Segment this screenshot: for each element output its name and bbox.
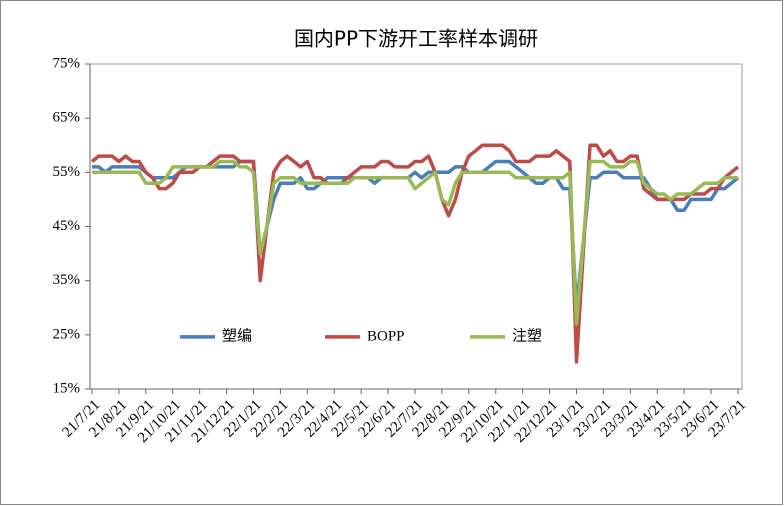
chart-title: 国内PP下游开工率样本调研 — [294, 27, 538, 51]
y-tick-label: 75% — [53, 55, 81, 71]
legend-label: 塑编 — [222, 327, 252, 344]
y-tick-label: 15% — [53, 380, 81, 396]
legend-label: BOPP — [367, 328, 405, 344]
y-tick-label: 35% — [53, 272, 81, 288]
y-tick-label: 25% — [53, 326, 81, 342]
series-line — [92, 159, 738, 326]
y-tick-label: 55% — [53, 164, 81, 180]
legend-label: 注塑 — [512, 327, 542, 344]
y-tick-label: 45% — [53, 218, 81, 234]
y-tick-label: 65% — [53, 110, 81, 126]
